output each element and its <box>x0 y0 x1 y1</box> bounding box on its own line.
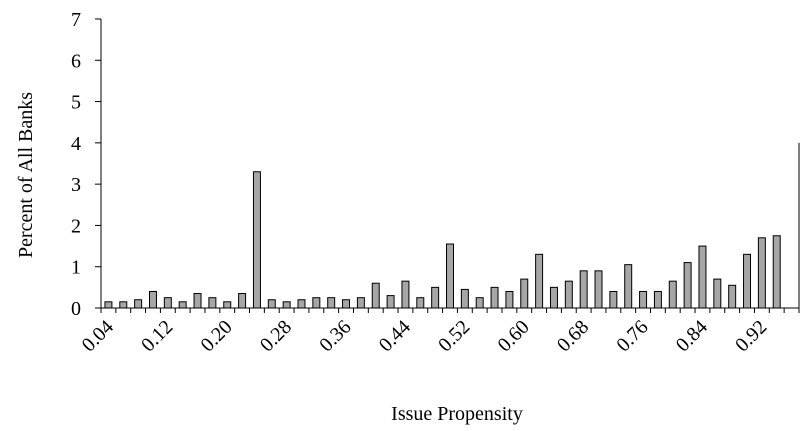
bar <box>416 297 425 309</box>
bar <box>639 290 648 309</box>
bar <box>178 301 187 309</box>
bar <box>267 299 276 309</box>
bar <box>743 253 752 309</box>
x-tick-label: 0.60 <box>493 316 533 356</box>
bar <box>624 264 633 309</box>
bar <box>653 290 662 309</box>
bar <box>208 297 217 309</box>
bar <box>238 293 247 309</box>
bar <box>579 270 588 309</box>
bar <box>564 280 573 309</box>
bar <box>386 295 395 309</box>
bar <box>401 280 410 309</box>
bar <box>698 245 707 309</box>
bar <box>342 299 351 309</box>
bar <box>297 299 306 309</box>
bar <box>549 286 558 309</box>
bar <box>520 278 529 309</box>
y-tick-label: 0 <box>71 298 81 320</box>
bar <box>460 288 469 309</box>
bar <box>535 253 544 309</box>
bar <box>223 301 232 309</box>
x-tick-label: 0.04 <box>78 316 118 356</box>
bar <box>119 301 128 309</box>
y-axis-title: Percent of All Banks <box>15 92 37 258</box>
y-tick-label: 6 <box>71 50 81 72</box>
y-tick-label: 2 <box>71 215 81 237</box>
bar <box>193 293 202 309</box>
x-tick-label: 0.76 <box>612 316 652 356</box>
bar <box>371 282 380 309</box>
x-tick-label: 0.36 <box>315 316 355 356</box>
bars-group <box>104 171 781 309</box>
bar <box>490 286 499 309</box>
bar <box>282 301 291 309</box>
bar <box>431 286 440 309</box>
y-tick-label: 5 <box>71 92 81 114</box>
y-tick-label: 3 <box>71 174 81 196</box>
bar <box>312 297 321 309</box>
bar <box>683 262 692 309</box>
x-tick-label: 0.12 <box>137 316 177 356</box>
bar <box>609 290 618 309</box>
bar <box>252 171 261 309</box>
bar <box>594 270 603 309</box>
bar <box>475 297 484 309</box>
bar <box>327 297 336 309</box>
bar <box>163 297 172 309</box>
y-tick-label: 7 <box>71 9 81 31</box>
bar <box>148 290 157 309</box>
x-tick-label: 0.68 <box>553 316 593 356</box>
bar <box>505 290 514 309</box>
x-tick-label: 0.44 <box>375 316 415 356</box>
x-axis-title: Issue Propensity <box>391 403 523 425</box>
y-tick-label: 4 <box>71 133 81 155</box>
bar <box>356 297 365 309</box>
x-tick-label: 0.92 <box>731 316 771 356</box>
bar <box>713 278 722 309</box>
x-tick-label: 0.52 <box>434 316 474 356</box>
x-tick-label: 0.84 <box>672 316 712 356</box>
bar <box>134 299 143 309</box>
bar <box>104 301 113 309</box>
bar <box>757 237 766 309</box>
x-tick-label: 0.28 <box>256 316 296 356</box>
bar <box>668 280 677 309</box>
x-tick-label: 0.20 <box>196 316 236 356</box>
bar <box>446 243 454 309</box>
y-tick-label: 1 <box>71 257 81 279</box>
bar <box>728 284 737 309</box>
bar <box>772 235 781 309</box>
